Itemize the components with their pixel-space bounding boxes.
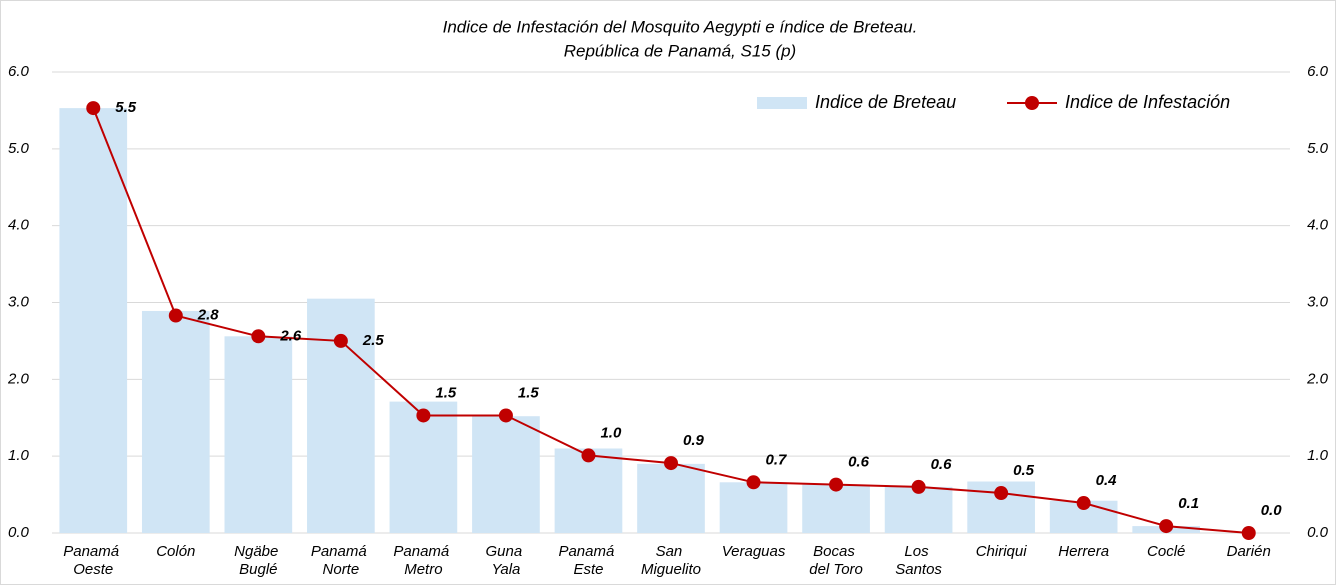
y2-tick-label: 3.0 <box>1307 293 1329 310</box>
bar <box>884 486 953 533</box>
x-tick-label: Bocas del Toro <box>809 543 863 578</box>
data-label: 0.7 <box>766 451 788 468</box>
x-tick-line: Ngäbe <box>234 543 282 560</box>
bar <box>719 482 788 533</box>
data-label: 2.5 <box>362 332 385 349</box>
x-tick-label: Coclé <box>1147 543 1185 560</box>
legend-swatch <box>757 97 807 109</box>
line-point <box>581 448 596 463</box>
x-tick-line: Santos <box>895 561 942 578</box>
y2-tick-label: 2.0 <box>1306 370 1329 387</box>
x-tick-label: Panamá Norte <box>311 543 371 578</box>
data-label: 0.6 <box>931 456 953 473</box>
x-tick-line: Metro <box>404 561 442 578</box>
legend-marker <box>1025 96 1039 110</box>
x-tick-label: San Miguelito <box>641 543 701 578</box>
line-point <box>664 456 678 471</box>
x-tick-line: Guna <box>485 543 526 560</box>
x-tick-label: Chiriqui <box>976 543 1028 560</box>
y2-tick-label: 4.0 <box>1307 217 1329 234</box>
bar <box>224 336 293 533</box>
x-tick-line: Panamá <box>558 543 618 560</box>
x-tick-line: Panamá <box>63 543 123 560</box>
x-tick-label: Herrera <box>1058 543 1109 560</box>
y-tick-label: 1.0 <box>8 447 30 464</box>
line-point <box>1159 519 1174 534</box>
bar <box>472 416 540 533</box>
x-tick-label: Panamá Oeste <box>63 543 123 578</box>
y-tick-label: 6.0 <box>8 63 30 80</box>
y2-tick-label: 1.0 <box>1307 447 1329 464</box>
y-tick-label: 4.0 <box>8 217 30 234</box>
data-label: 5.5 <box>115 99 137 116</box>
x-tick-label: Panamá Este <box>558 543 618 578</box>
x-tick-label: Darién <box>1227 543 1271 560</box>
x-tick-line: Norte <box>323 561 360 578</box>
line-point <box>994 486 1009 501</box>
line-point <box>168 308 183 323</box>
line-point <box>746 475 761 490</box>
line-point <box>829 477 844 492</box>
bar <box>637 463 705 533</box>
data-label: 0.1 <box>1178 495 1199 512</box>
x-tick-line: Bocas <box>813 543 859 560</box>
x-tick-line: Buglé <box>239 561 277 578</box>
legend-label: Indice de Infestación <box>1065 92 1230 112</box>
y-tick-label: 0.0 <box>8 524 30 541</box>
x-tick-line: Panamá <box>311 543 371 560</box>
x-tick-label: Panamá Metro <box>393 543 453 578</box>
data-label: 2.8 <box>197 307 220 324</box>
line-point <box>86 101 101 116</box>
x-tick-line: Yala <box>491 561 520 578</box>
bar <box>554 448 623 533</box>
line-point <box>416 408 431 423</box>
legend-label: Indice de Breteau <box>815 92 956 112</box>
data-label: 2.6 <box>279 327 302 344</box>
data-label: 1.5 <box>435 384 457 401</box>
line-point <box>1076 496 1091 511</box>
x-tick-line: San <box>656 543 687 560</box>
bar <box>59 108 128 533</box>
line-point <box>911 479 926 494</box>
bar <box>802 484 870 533</box>
chart-subtitle: República de Panamá, S15 (p) <box>564 41 796 60</box>
line-point <box>1241 526 1256 540</box>
y2-tick-label: 6.0 <box>1307 63 1329 80</box>
chart-title: Indice de Infestación del Mosquito Aegyp… <box>443 17 918 36</box>
y2-tick-label: 5.0 <box>1307 140 1329 157</box>
line-point <box>251 329 266 344</box>
y-tick-label: 3.0 <box>8 293 30 310</box>
data-label: 1.0 <box>600 424 622 441</box>
y-tick-label: 2.0 <box>7 370 30 387</box>
y-tick-label: 5.0 <box>8 140 30 157</box>
x-tick-line: Los <box>904 543 932 560</box>
data-label: 1.5 <box>518 384 540 401</box>
x-tick-label: Colón <box>156 543 195 560</box>
y2-tick-label: 0.0 <box>1307 524 1329 541</box>
x-tick-line: Panamá <box>393 543 453 560</box>
x-tick-line: del Toro <box>809 561 863 578</box>
line-point <box>333 333 348 348</box>
data-label: 0.6 <box>848 454 870 471</box>
bar <box>389 401 458 533</box>
x-tick-label: Los Santos <box>895 543 942 578</box>
x-tick-label: Guna Yala <box>485 543 526 578</box>
x-tick-line: Oeste <box>73 561 113 578</box>
data-label: 0.4 <box>1096 472 1118 489</box>
x-tick-line: Miguelito <box>641 561 701 578</box>
x-tick-label: Veraguas <box>722 543 786 560</box>
data-label: 0.0 <box>1261 502 1283 519</box>
data-label: 0.5 <box>1013 462 1035 479</box>
bar <box>141 310 210 533</box>
x-tick-line: Este <box>573 561 603 578</box>
line-point <box>498 408 513 423</box>
x-tick-label: Ngäbe Buglé <box>234 543 282 578</box>
data-label: 0.9 <box>683 432 705 449</box>
